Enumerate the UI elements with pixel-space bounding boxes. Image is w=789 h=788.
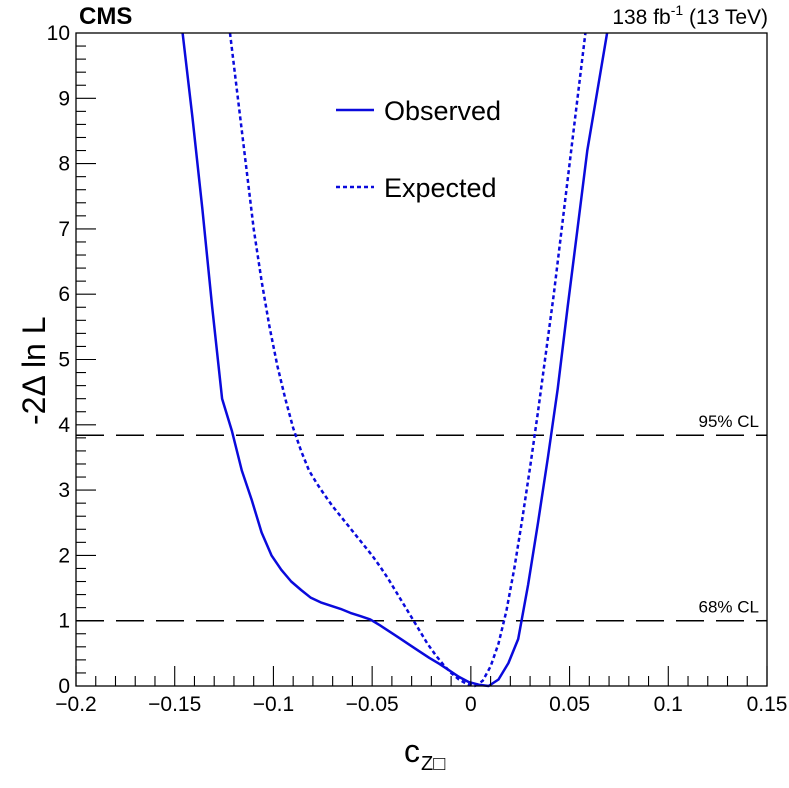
x-tick-label: −0.15 <box>148 693 201 716</box>
x-tick-label: 0 <box>465 693 477 716</box>
series-line-expected <box>228 32 587 688</box>
y-tick-label: 1 <box>58 610 70 633</box>
y-tick-label: 7 <box>58 218 70 241</box>
y-tick-label: 3 <box>58 479 70 502</box>
axis-ticks <box>75 32 768 687</box>
collision-energy: (13 TeV) <box>683 6 768 29</box>
y-tick-label: 6 <box>58 283 70 306</box>
experiment-label: CMS <box>79 3 132 30</box>
series-curves <box>181 32 609 688</box>
plot-frame <box>75 32 768 687</box>
y-axis-title: -2Δ ln L <box>16 316 52 425</box>
y-tick-label: 8 <box>58 153 70 176</box>
cl-label-68-cl: 68% CL <box>699 598 759 617</box>
x-axis-title: c <box>404 733 420 769</box>
legend-label-observed: Observed <box>384 96 501 126</box>
y-tick-label: 4 <box>58 414 70 437</box>
luminosity-energy-label: 138 fb-1 (13 TeV) <box>612 2 768 29</box>
x-tick-label: 0.15 <box>747 693 788 716</box>
y-tick-label: 0 <box>58 675 70 698</box>
y-tick-label: 10 <box>47 22 70 45</box>
lumi-value: 138 fb <box>612 6 670 29</box>
x-tick-label: −0.1 <box>253 693 294 716</box>
x-tick-label: 0.05 <box>549 693 590 716</box>
x-tick-label: −0.2 <box>55 693 96 716</box>
series-line-observed <box>181 32 609 688</box>
y-tick-label: 5 <box>58 349 70 372</box>
x-tick-label: 0.1 <box>654 693 683 716</box>
axis-tick-labels: −0.2 −0.15 −0.1 −0.05 0 0.05 0.1 0.15 0 1 2 3 4 5 6 7 8 9… <box>47 22 788 716</box>
y-tick-label: 2 <box>58 544 70 567</box>
legend: Observed Expected <box>336 96 501 203</box>
x-axis-title-subscript: Z□ <box>421 753 445 775</box>
y-tick-label: 9 <box>58 87 70 110</box>
legend-label-expected: Expected <box>384 173 497 203</box>
reference-lines: 95% CL 68% CL <box>76 412 767 622</box>
cl-label-95-cl: 95% CL <box>699 412 759 431</box>
lumi-exponent: -1 <box>671 2 684 18</box>
x-tick-label: −0.05 <box>346 693 399 716</box>
